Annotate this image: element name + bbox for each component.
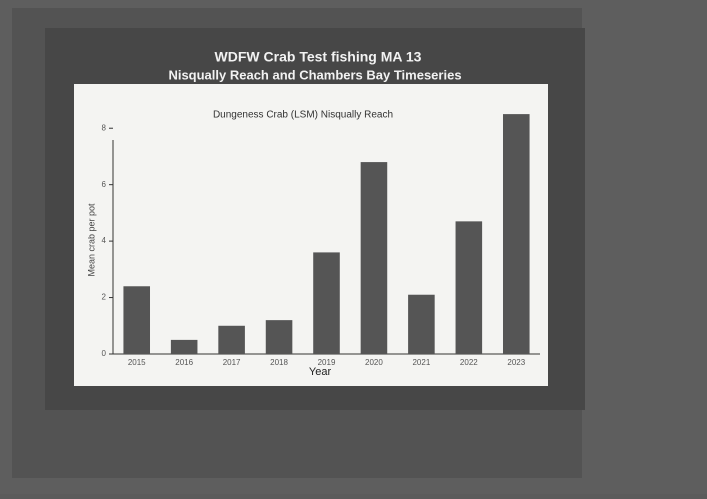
bar bbox=[408, 295, 435, 354]
slide-title: WDFW Crab Test fishing MA 13 bbox=[215, 49, 422, 65]
y-tick-label: 6 bbox=[102, 180, 107, 189]
x-tick-label: 2016 bbox=[175, 358, 193, 367]
chart-title: Dungeness Crab (LSM) Nisqually Reach bbox=[213, 110, 393, 121]
bar bbox=[266, 320, 293, 354]
slide-subtitle: Nisqually Reach and Chambers Bay Timeser… bbox=[168, 67, 461, 82]
x-tick-label: 2021 bbox=[412, 358, 430, 367]
bar bbox=[218, 326, 245, 354]
y-tick-label: 0 bbox=[102, 349, 107, 358]
bar bbox=[503, 114, 530, 354]
bar bbox=[171, 340, 198, 354]
bar bbox=[456, 221, 483, 354]
x-tick-label: 2017 bbox=[223, 358, 241, 367]
y-axis-label: Mean crab per pot bbox=[86, 203, 96, 277]
y-tick-label: 4 bbox=[102, 236, 107, 245]
bar bbox=[123, 286, 150, 354]
bar bbox=[313, 252, 340, 354]
x-tick-label: 2015 bbox=[128, 358, 146, 367]
x-tick-label: 2019 bbox=[318, 358, 336, 367]
y-tick-label: 2 bbox=[102, 293, 107, 302]
photo: WDFW Crab Test fishing MA 13 Nisqually R… bbox=[0, 0, 707, 494]
x-axis-label: Year bbox=[309, 366, 332, 378]
y-tick-label: 8 bbox=[102, 123, 107, 132]
x-tick-label: 2022 bbox=[460, 358, 478, 367]
x-tick-label: 2018 bbox=[270, 358, 288, 367]
x-tick-label: 2020 bbox=[365, 358, 383, 367]
bar bbox=[361, 162, 388, 354]
x-tick-label: 2023 bbox=[507, 358, 525, 367]
